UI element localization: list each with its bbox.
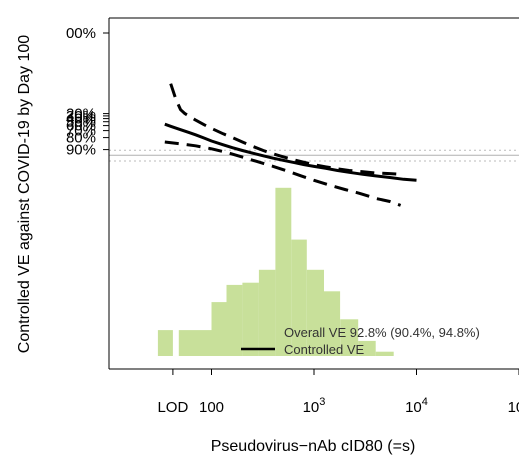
legend: Overall VE 92.8% (90.4%, 94.8%) Controll… <box>241 325 480 357</box>
histogram-bar-12 <box>375 351 394 356</box>
histogram-bar-10 <box>340 319 359 356</box>
x-tick-exponent-2: 3 <box>319 396 325 408</box>
x-axis-title: Pseudovirus−nAb cID80 (=s) <box>211 438 416 455</box>
series-line-1 <box>169 83 401 176</box>
x-tick-label-1: 100 <box>199 399 224 416</box>
legend-controlled-ve-label: Controlled VE <box>284 342 365 357</box>
y-axis-title: Controlled VE against COVID-19 by Day 10… <box>16 35 33 353</box>
histogram-bar-11 <box>358 340 376 356</box>
histogram-bar-9 <box>323 291 341 356</box>
histogram-bar-0 <box>157 330 173 356</box>
histogram-bar-6 <box>275 187 292 356</box>
series-line-2 <box>164 140 402 207</box>
ve-curves <box>164 83 417 207</box>
series-line-0 <box>164 122 417 182</box>
histogram-bar-3 <box>226 284 243 356</box>
histogram-bar-4 <box>242 282 259 356</box>
histogram-bar-2 <box>211 302 227 356</box>
y-ticks: 00% 90%80%70%60%50%40%30%20% <box>66 25 109 159</box>
overall-ve-reference-lines <box>109 149 519 162</box>
y-tick-label-7: 30% <box>66 108 96 125</box>
histogram-bar-8 <box>306 269 324 356</box>
legend-overall-ve-label: Overall VE 92.8% (90.4%, 94.8%) <box>284 325 480 340</box>
histogram <box>157 187 394 356</box>
x-tick-label-4: 105 <box>508 396 519 416</box>
y-tick-label-8: 20% <box>66 106 96 123</box>
y-tick-label-6: 40% <box>66 111 96 128</box>
y-tick-label-0: 00% <box>66 25 96 42</box>
histogram-bar-7 <box>291 239 307 356</box>
y-tick-label-4: 60% <box>66 118 96 135</box>
histogram-bar-1 <box>178 330 212 356</box>
x-ticks: LOD100103104105 <box>157 369 519 416</box>
histogram-bar-5 <box>258 269 276 356</box>
y-tick-label-2: 80% <box>66 130 96 147</box>
y-tick-label-3: 70% <box>66 123 96 140</box>
x-tick-label-0: LOD <box>157 399 188 416</box>
y-tick-label-5: 50% <box>66 114 96 131</box>
x-tick-exponent-3: 4 <box>422 396 428 408</box>
y-tick-label-1: 90% <box>66 142 96 159</box>
